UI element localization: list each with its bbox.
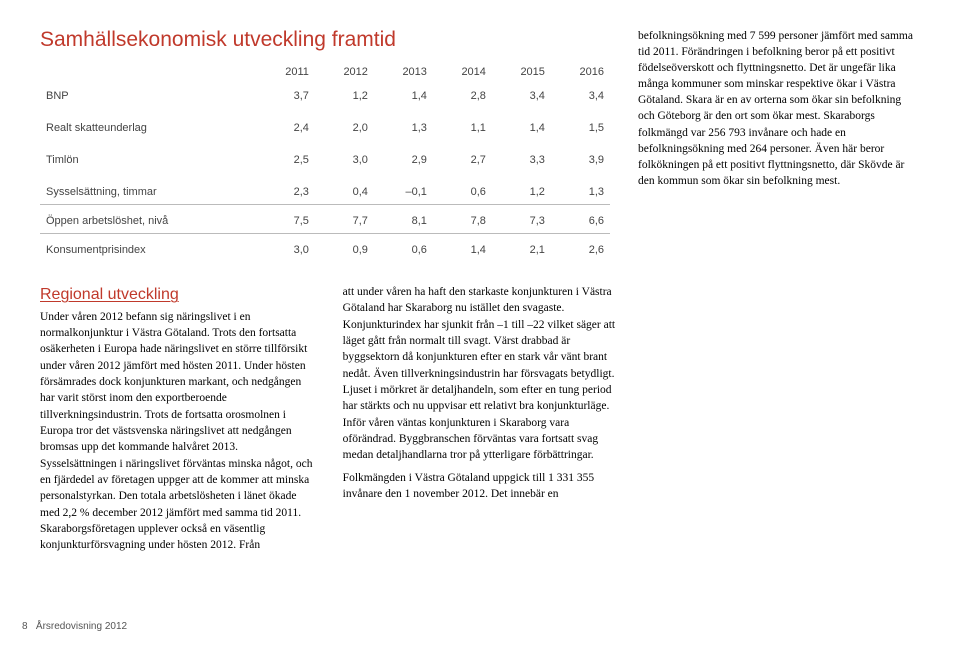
cell: Konsumentprisindex <box>40 234 257 263</box>
cell: 2,6 <box>551 234 610 263</box>
cell: 0,4 <box>315 172 374 205</box>
footer-label: Årsredovisning 2012 <box>36 621 127 632</box>
cell: 1,4 <box>433 234 492 263</box>
cell: 3,4 <box>492 84 551 108</box>
table-row: Timlön 2,5 3,0 2,9 2,7 3,3 3,9 <box>40 140 610 172</box>
cell: 1,3 <box>374 108 433 140</box>
cell: 0,6 <box>433 172 492 205</box>
col-header: 2013 <box>374 62 433 84</box>
cell: 7,8 <box>433 205 492 234</box>
col-header: 2016 <box>551 62 610 84</box>
cell: 2,3 <box>257 172 315 205</box>
col-header <box>40 62 257 84</box>
cell: Timlön <box>40 140 257 172</box>
cell: 2,8 <box>433 84 492 108</box>
body-left-paragraph: Under våren 2012 befann sig näringslivet… <box>40 309 315 554</box>
cell: 1,2 <box>492 172 551 205</box>
cell: BNP <box>40 84 257 108</box>
cell: 3,4 <box>551 84 610 108</box>
cell: 1,5 <box>551 108 610 140</box>
cell: 1,3 <box>551 172 610 205</box>
col-header: 2015 <box>492 62 551 84</box>
cell: Öppen arbetslöshet, nivå <box>40 205 257 234</box>
cell: 2,0 <box>315 108 374 140</box>
table-row: Sysselsättning, timmar 2,3 0,4 –0,1 0,6 … <box>40 172 610 205</box>
table-row: Realt skatteunderlag 2,4 2,0 1,3 1,1 1,4… <box>40 108 610 140</box>
cell: 0,6 <box>374 234 433 263</box>
table-row: BNP 3,7 1,2 1,4 2,8 3,4 3,4 <box>40 84 610 108</box>
right-column-paragraph: befolkningsökning med 7 599 personer jäm… <box>638 28 920 189</box>
table-row: Öppen arbetslöshet, nivå 7,5 7,7 8,1 7,8… <box>40 205 610 234</box>
page-title: Samhällsekonomisk utveckling framtid <box>40 28 610 52</box>
cell: 6,6 <box>551 205 610 234</box>
col-header: 2012 <box>315 62 374 84</box>
cell: 2,4 <box>257 108 315 140</box>
col-header: 2014 <box>433 62 492 84</box>
cell: 2,7 <box>433 140 492 172</box>
cell: 3,3 <box>492 140 551 172</box>
cell: 2,1 <box>492 234 551 263</box>
page-footer: 8 Årsredovisning 2012 <box>22 621 127 632</box>
col-header: 2011 <box>257 62 315 84</box>
cell: 3,0 <box>257 234 315 263</box>
cell: 1,2 <box>315 84 374 108</box>
cell: 3,9 <box>551 140 610 172</box>
cell: 2,5 <box>257 140 315 172</box>
cell: 1,4 <box>374 84 433 108</box>
regional-title: Regional utveckling <box>40 284 315 307</box>
body-right-paragraph: Folkmängden i Västra Götaland uppgick ti… <box>343 470 618 503</box>
table-header-row: 2011 2012 2013 2014 2015 2016 <box>40 62 610 84</box>
economics-table: 2011 2012 2013 2014 2015 2016 BNP 3,7 1,… <box>40 62 610 262</box>
page-number: 8 <box>22 621 28 632</box>
cell: –0,1 <box>374 172 433 205</box>
cell: 0,9 <box>315 234 374 263</box>
cell: Realt skatteunderlag <box>40 108 257 140</box>
cell: 1,1 <box>433 108 492 140</box>
cell: 3,7 <box>257 84 315 108</box>
table-row: Konsumentprisindex 3,0 0,9 0,6 1,4 2,1 2… <box>40 234 610 263</box>
cell: 1,4 <box>492 108 551 140</box>
cell: 7,5 <box>257 205 315 234</box>
cell: 8,1 <box>374 205 433 234</box>
body-right-paragraph: att under våren ha haft den starkaste ko… <box>343 284 618 464</box>
cell: 2,9 <box>374 140 433 172</box>
cell: Sysselsättning, timmar <box>40 172 257 205</box>
cell: 3,0 <box>315 140 374 172</box>
cell: 7,3 <box>492 205 551 234</box>
cell: 7,7 <box>315 205 374 234</box>
